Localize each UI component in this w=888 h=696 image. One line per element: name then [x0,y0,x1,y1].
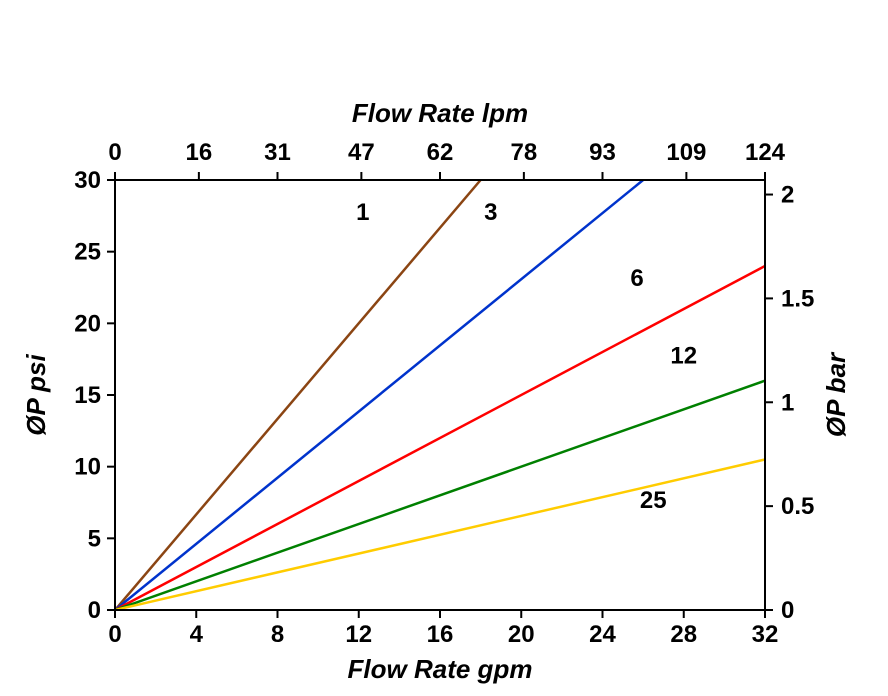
series-label-25: 25 [640,487,667,514]
x-bottom-tick-label: 8 [271,621,284,648]
series-label-1: 1 [356,199,369,226]
y-right-tick-label: 1 [781,389,794,416]
y-left-tick-label: 5 [88,525,101,552]
x-top-tick-label: 47 [348,139,375,166]
x-bottom-tick-label: 16 [427,621,454,648]
x-top-tick-label: 62 [427,139,454,166]
series-label-6: 6 [630,265,643,292]
y-left-tick-label: 20 [74,310,101,337]
x-top-tick-label: 31 [264,139,291,166]
y-left-tick-label: 10 [74,454,101,481]
y-left-tick-label: 15 [74,382,101,409]
x-bottom-tick-label: 4 [190,621,204,648]
y-right-tick-label: 2 [781,182,794,209]
x-top-tick-label: 109 [666,139,706,166]
x-bottom-tick-label: 20 [508,621,535,648]
y-left-tick-label: 0 [88,597,101,624]
chart-container: 048121620242832Flow Rate gpm016314762789… [0,0,888,696]
x-top-tick-label: 93 [589,139,616,166]
x-bottom-tick-label: 32 [752,621,779,648]
series-label-3: 3 [484,199,497,226]
y-left-tick-label: 30 [74,167,101,194]
series-label-12: 12 [670,342,697,369]
pressure-flow-chart: 048121620242832Flow Rate gpm016314762789… [0,0,888,696]
y-left-tick-label: 25 [74,239,101,266]
y-right-tick-label: 1.5 [781,285,814,312]
y-left-title: ØP psi [21,354,51,436]
x-top-tick-label: 0 [108,139,121,166]
y-right-tick-label: 0 [781,597,794,624]
x-bottom-title: Flow Rate gpm [348,654,533,684]
y-right-tick-label: 0.5 [781,493,814,520]
x-top-tick-label: 124 [745,139,786,166]
x-bottom-tick-label: 28 [670,621,697,648]
x-top-tick-label: 16 [186,139,213,166]
y-right-title: ØP bar [821,351,851,437]
x-top-tick-label: 78 [511,139,538,166]
x-bottom-tick-label: 24 [589,621,616,648]
x-bottom-tick-label: 12 [345,621,372,648]
x-bottom-tick-label: 0 [108,621,121,648]
x-top-title: Flow Rate lpm [352,98,528,128]
